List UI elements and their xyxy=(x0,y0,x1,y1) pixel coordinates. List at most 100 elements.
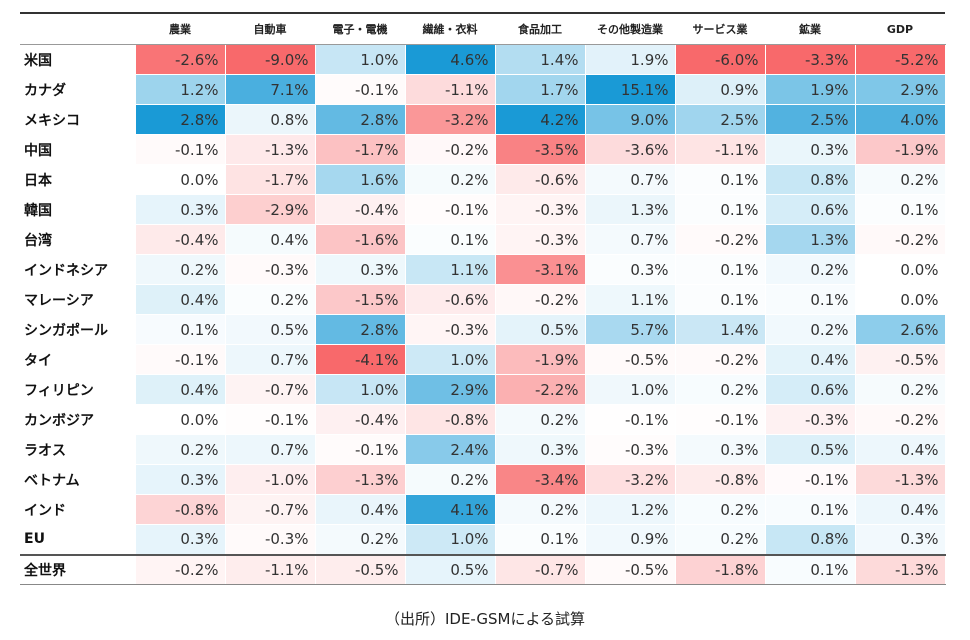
heatmap-cell: -0.2% xyxy=(854,404,946,435)
heatmap-cell: 0.4% xyxy=(314,494,406,525)
heatmap-cell: 0.0% xyxy=(854,284,946,315)
heatmap-cell: 0.0% xyxy=(854,254,946,285)
heatmap-cell: -1.7% xyxy=(314,134,406,165)
heatmap-cell: 15.1% xyxy=(584,74,676,105)
table-row: ラオス 0.2% 0.7% -0.1% 2.4% 0.3% -0.3% 0.3% 0.5% 0.4… xyxy=(20,434,946,465)
heatmap-cell: 0.3% xyxy=(674,434,766,465)
heatmap-cell: 1.3% xyxy=(584,194,676,225)
heatmap-cell: -0.2% xyxy=(134,553,226,585)
row-label: 台湾 xyxy=(24,232,52,249)
heatmap-cell: -0.8% xyxy=(674,464,766,495)
heatmap-cell: -0.4% xyxy=(314,404,406,435)
heatmap-cell: 0.5% xyxy=(404,553,496,585)
heatmap-cell: 2.9% xyxy=(854,74,946,105)
heatmap-cell: -0.7% xyxy=(224,374,316,405)
heatmap-cell: -1.7% xyxy=(224,164,316,195)
heatmap-cell: -0.7% xyxy=(494,553,586,585)
heatmap-cell: 7.1% xyxy=(224,74,316,105)
table-row: 中国 -0.1% -1.3% -1.7% -0.2% -3.5% -3.6% -1.1% 0.3… xyxy=(20,134,946,165)
row-label: インドネシア xyxy=(24,262,108,279)
heatmap-cell: 5.7% xyxy=(584,314,676,345)
table-row: EU 0.3% -0.3% 0.2% 1.0% 0.1% 0.9% 0.2% 0.8% 0.3% xyxy=(20,524,946,555)
table-row: マレーシア 0.4% 0.2% -1.5% -0.6% -0.2% 1.1% 0.1% 0.1%… xyxy=(20,284,946,315)
table-row: 日本 0.0% -1.7% 1.6% 0.2% -0.6% 0.7% 0.1% 0.8% 0.2% xyxy=(20,164,946,195)
heatmap-cell: 0.1% xyxy=(674,254,766,285)
heatmap-cell: -1.5% xyxy=(314,284,406,315)
heatmap-cell: 0.3% xyxy=(134,464,226,495)
heatmap-cell: 1.1% xyxy=(584,284,676,315)
column-header: 電子・電機 xyxy=(315,13,405,45)
heatmap-cell: 0.2% xyxy=(764,314,856,345)
heatmap-cell: -3.2% xyxy=(584,464,676,495)
heatmap-cell: -0.2% xyxy=(674,224,766,255)
row-label: シンガポール xyxy=(24,322,108,339)
heatmap-cell: -0.1% xyxy=(314,74,406,105)
heatmap-cell: 0.7% xyxy=(584,224,676,255)
row-label: ラオス xyxy=(24,442,66,459)
heatmap-cell: -0.6% xyxy=(404,284,496,315)
heatmap-cell: 0.2% xyxy=(764,254,856,285)
heatmap-cell: 0.3% xyxy=(764,134,856,165)
heatmap-cell: 0.6% xyxy=(764,374,856,405)
heatmap-cell: 0.2% xyxy=(134,434,226,465)
heatmap-cell: 0.3% xyxy=(494,434,586,465)
row-label: ベトナム xyxy=(24,472,80,489)
heatmap-cell: -0.2% xyxy=(404,134,496,165)
heatmap-cell: -1.3% xyxy=(224,134,316,165)
heatmap-cell: 0.3% xyxy=(314,254,406,285)
heatmap-cell: -0.6% xyxy=(494,164,586,195)
heatmap-cell: 0.2% xyxy=(224,284,316,315)
heatmap-cell: -3.6% xyxy=(584,134,676,165)
heatmap-cell: -0.5% xyxy=(854,344,946,375)
heatmap-cell: 0.3% xyxy=(134,194,226,225)
heatmap-cell: 0.2% xyxy=(494,404,586,435)
column-header: GDP xyxy=(855,13,945,45)
heatmap-cell: 0.3% xyxy=(584,254,676,285)
heatmap-cell: 0.1% xyxy=(404,224,496,255)
heatmap-cell: -0.5% xyxy=(314,553,406,585)
heatmap-cell: 1.2% xyxy=(584,494,676,525)
heatmap-cell: 0.2% xyxy=(854,374,946,405)
row-label: 全世界 xyxy=(20,553,135,585)
column-header: 鉱業 xyxy=(765,13,855,45)
heatmap-cell: -0.2% xyxy=(674,344,766,375)
row-label: メキシコ xyxy=(24,112,80,129)
heatmap-cell: 0.9% xyxy=(674,74,766,105)
heatmap-cell: 0.2% xyxy=(404,164,496,195)
row-label: カンボジア xyxy=(24,412,94,429)
heatmap-cell: 0.4% xyxy=(854,494,946,525)
heatmap-cell: -0.1% xyxy=(674,404,766,435)
heatmap-cell: 0.2% xyxy=(854,164,946,195)
row-label: EU xyxy=(24,531,45,547)
heatmap-cell: 0.8% xyxy=(764,164,856,195)
heatmap-cell: 2.9% xyxy=(404,374,496,405)
heatmap-cell: 0.4% xyxy=(854,434,946,465)
heatmap-cell: 0.0% xyxy=(134,164,226,195)
heatmap-cell: 0.2% xyxy=(674,524,766,555)
heatmap-cell: 0.7% xyxy=(224,434,316,465)
heatmap-cell: 1.0% xyxy=(584,374,676,405)
heatmap-cell: 1.9% xyxy=(584,44,676,75)
column-header: 食品加工 xyxy=(495,13,585,45)
heatmap-cell: -1.0% xyxy=(224,464,316,495)
heatmap-cell: -3.4% xyxy=(494,464,586,495)
heatmap-cell: 0.0% xyxy=(134,404,226,435)
heatmap-cell: -9.0% xyxy=(224,44,316,75)
heatmap-cell: 0.2% xyxy=(674,374,766,405)
row-label: フィリピン xyxy=(24,382,94,399)
column-header: 農業 xyxy=(135,13,225,45)
heatmap-cell: 2.8% xyxy=(314,314,406,345)
column-header: サービス業 xyxy=(675,13,765,45)
heatmap-cell: -3.3% xyxy=(764,44,856,75)
heatmap-cell: 4.0% xyxy=(854,104,946,135)
table-row: メキシコ 2.8% 0.8% 2.8% -3.2% 4.2% 9.0% 2.5% 2.5% 4.0… xyxy=(20,104,946,135)
table-row: シンガポール 0.1% 0.5% 2.8% -0.3% 0.5% 5.7% 1.4% 0.2% 2… xyxy=(20,314,946,345)
heatmap-cell: 0.8% xyxy=(764,524,856,555)
heatmap-cell: 0.5% xyxy=(494,314,586,345)
heatmap-cell: -0.1% xyxy=(314,434,406,465)
heatmap-cell: 0.2% xyxy=(674,494,766,525)
heatmap-cell: 2.5% xyxy=(674,104,766,135)
heatmap-cell: 0.7% xyxy=(224,344,316,375)
heatmap-cell: -0.1% xyxy=(134,134,226,165)
heatmap-cell: 1.7% xyxy=(494,74,586,105)
